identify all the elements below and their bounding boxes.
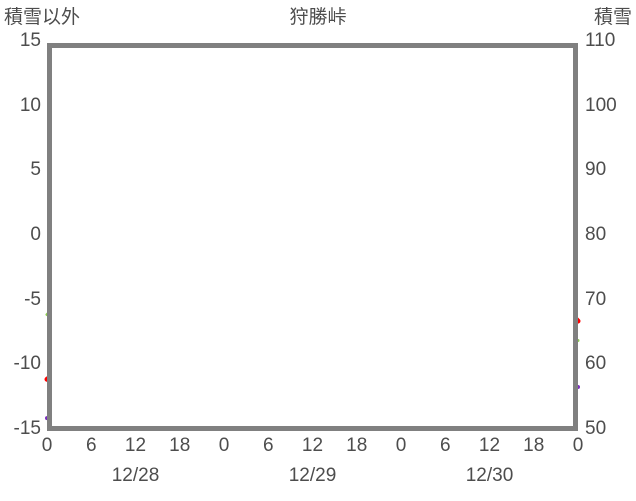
x-axis-tick-label: 18: [346, 435, 368, 456]
x-axis-day-label: 12/30: [465, 465, 514, 486]
plot-frame: [47, 43, 578, 431]
x-axis-tick-label: 12: [124, 435, 147, 456]
x-axis-tick-label: 18: [523, 435, 545, 456]
y-axis-left-tick-label: -10: [13, 353, 41, 375]
y-axis-right-tick-label: 110: [585, 30, 616, 51]
x-axis-tick-label: 0: [572, 435, 584, 456]
x-axis-day-label: 12/29: [288, 465, 337, 486]
y-axis-left-tick-label: 15: [19, 30, 41, 51]
left-axis-title: 積雪以外: [4, 7, 81, 28]
y-axis-right-tick-label: 70: [585, 288, 607, 310]
y-axis-left-tick-label: 10: [19, 94, 41, 116]
y-axis-right-tick-label: 80: [585, 224, 607, 245]
y-axis-left-tick-label: 5: [30, 159, 41, 181]
x-axis-tick-label: 0: [395, 435, 407, 456]
x-axis-day-label: 12/28: [111, 465, 160, 486]
y-axis-left-tick-label: -15: [13, 418, 41, 439]
y-axis-right-tick-label: 100: [585, 94, 617, 116]
y-axis-left-tick-label: 0: [30, 224, 41, 245]
y-axis-right-tick-label: 50: [585, 418, 607, 439]
x-axis-tick-label: 12: [301, 435, 324, 456]
x-axis-tick-label: 6: [262, 435, 274, 456]
x-axis-tick-label: 6: [85, 435, 97, 456]
y-axis-left-tick-label: -5: [24, 288, 41, 310]
plot-area: [44, 43, 581, 431]
page-title: 狩勝峠: [289, 7, 347, 28]
x-axis-tick-label: 0: [218, 435, 230, 456]
x-axis-tick-label: 18: [169, 435, 191, 456]
x-axis-tick-label: 12: [478, 435, 501, 456]
x-axis-tick-label: 6: [439, 435, 451, 456]
right-axis-title: 積雪: [593, 7, 632, 28]
x-axis-tick-label: 0: [41, 435, 53, 456]
y-axis-right-tick-label: 90: [585, 159, 607, 181]
y-axis-right-tick-label: 60: [585, 353, 607, 375]
